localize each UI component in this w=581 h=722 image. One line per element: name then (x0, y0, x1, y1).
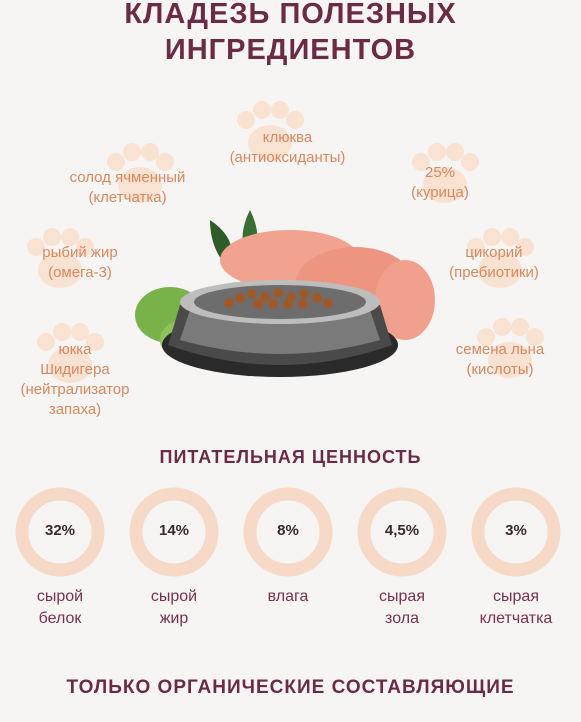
nutrient-item: 3% сырая клетчатка (466, 486, 566, 630)
bowl-icon (162, 280, 398, 377)
ingredient-cranberry: клюква (антиоксиданты) (229, 129, 346, 166)
nutrient-item: 14% сырой жир (124, 486, 224, 630)
ingredient-malt: солод ячменный (клетчатка) (69, 169, 186, 206)
ingredient-chicken: 25% (курица) (411, 164, 469, 201)
footer-banner: ТОЛЬКО ОРГАНИЧЕСКИЕ СОСТАВЛЯЮЩИЕ (66, 677, 515, 698)
paw-print-icon (37, 323, 104, 383)
paw-print-icon (27, 228, 94, 288)
paw-print-icon (107, 143, 174, 203)
nutrient-item: 4,5% сырая зола (352, 486, 452, 630)
nutrient-value: 4,5% (384, 522, 420, 539)
nutrient-item: 8% влага (238, 486, 338, 608)
nutrient-value: 3% (505, 522, 527, 539)
kibble-icon (224, 288, 333, 309)
nutrient-value: 32% (44, 522, 76, 539)
nutrient-ring: 32% (14, 486, 106, 578)
nutrient-label: влага (267, 588, 309, 605)
paw-print-icon (467, 228, 534, 288)
paw-print-icon (477, 318, 544, 378)
nutrient-ring: 14% (128, 486, 220, 578)
ingredient-fish-oil: рыбий жир (омега-3) (42, 244, 118, 281)
nutrient-label: сырой жир (150, 588, 198, 627)
main-title: КЛАДЕЗЬ ПОЛЕЗНЫХ ИНГРЕДИЕНТОВ (0, 0, 581, 68)
ingredient-flax: семена льна (кислоты) (455, 341, 545, 378)
nutrient-item: 32% сырой белок (10, 486, 110, 630)
nutrient-ring: 8% (242, 486, 334, 578)
food-bowl-illustration (135, 210, 435, 377)
nutrient-value: 14% (158, 522, 190, 539)
chicken-meat-icon (220, 230, 435, 340)
nutrient-value: 8% (277, 522, 299, 539)
nutrient-label: сырой белок (36, 588, 84, 627)
title-line-2: ИНГРЕДИЕНТОВ (164, 34, 417, 66)
paw-print-icon (237, 101, 304, 161)
title-line-1: КЛАДЕЗЬ ПОЛЕЗНЫХ (124, 0, 457, 30)
ingredient-yucca: юкка Шидигера (нейтрализатор запаха) (20, 341, 130, 418)
nutrient-ring: 3% (470, 486, 562, 578)
nutrient-ring: 4,5% (356, 486, 448, 578)
nutrient-label: сырая зола (379, 588, 425, 627)
paw-print-icon (412, 143, 479, 203)
nutrient-label: сырая клетчатка (479, 588, 553, 627)
nutrition-title: ПИТАТЕЛЬНАЯ ЦЕННОСТЬ (159, 447, 422, 467)
ingredient-chicory: цикорий (пребиотики) (449, 244, 539, 281)
